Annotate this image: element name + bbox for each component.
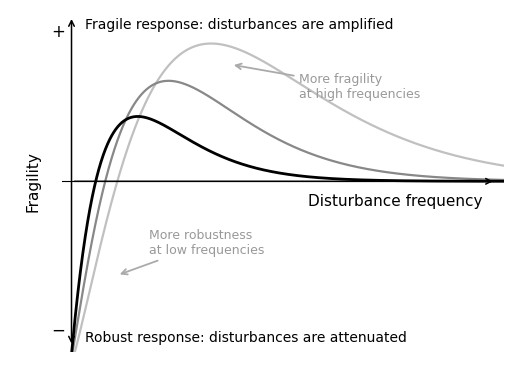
Text: −: − xyxy=(51,322,65,340)
Text: Robust response: disturbances are attenuated: Robust response: disturbances are attenu… xyxy=(85,331,407,345)
Text: More fragility
at high frequencies: More fragility at high frequencies xyxy=(236,64,421,101)
Text: Disturbance frequency: Disturbance frequency xyxy=(308,194,483,209)
Text: More robustness
at low frequencies: More robustness at low frequencies xyxy=(122,229,264,275)
Text: Fragile response: disturbances are amplified: Fragile response: disturbances are ampli… xyxy=(85,18,394,32)
Text: Fragility: Fragility xyxy=(25,151,40,212)
Text: +: + xyxy=(51,23,65,41)
